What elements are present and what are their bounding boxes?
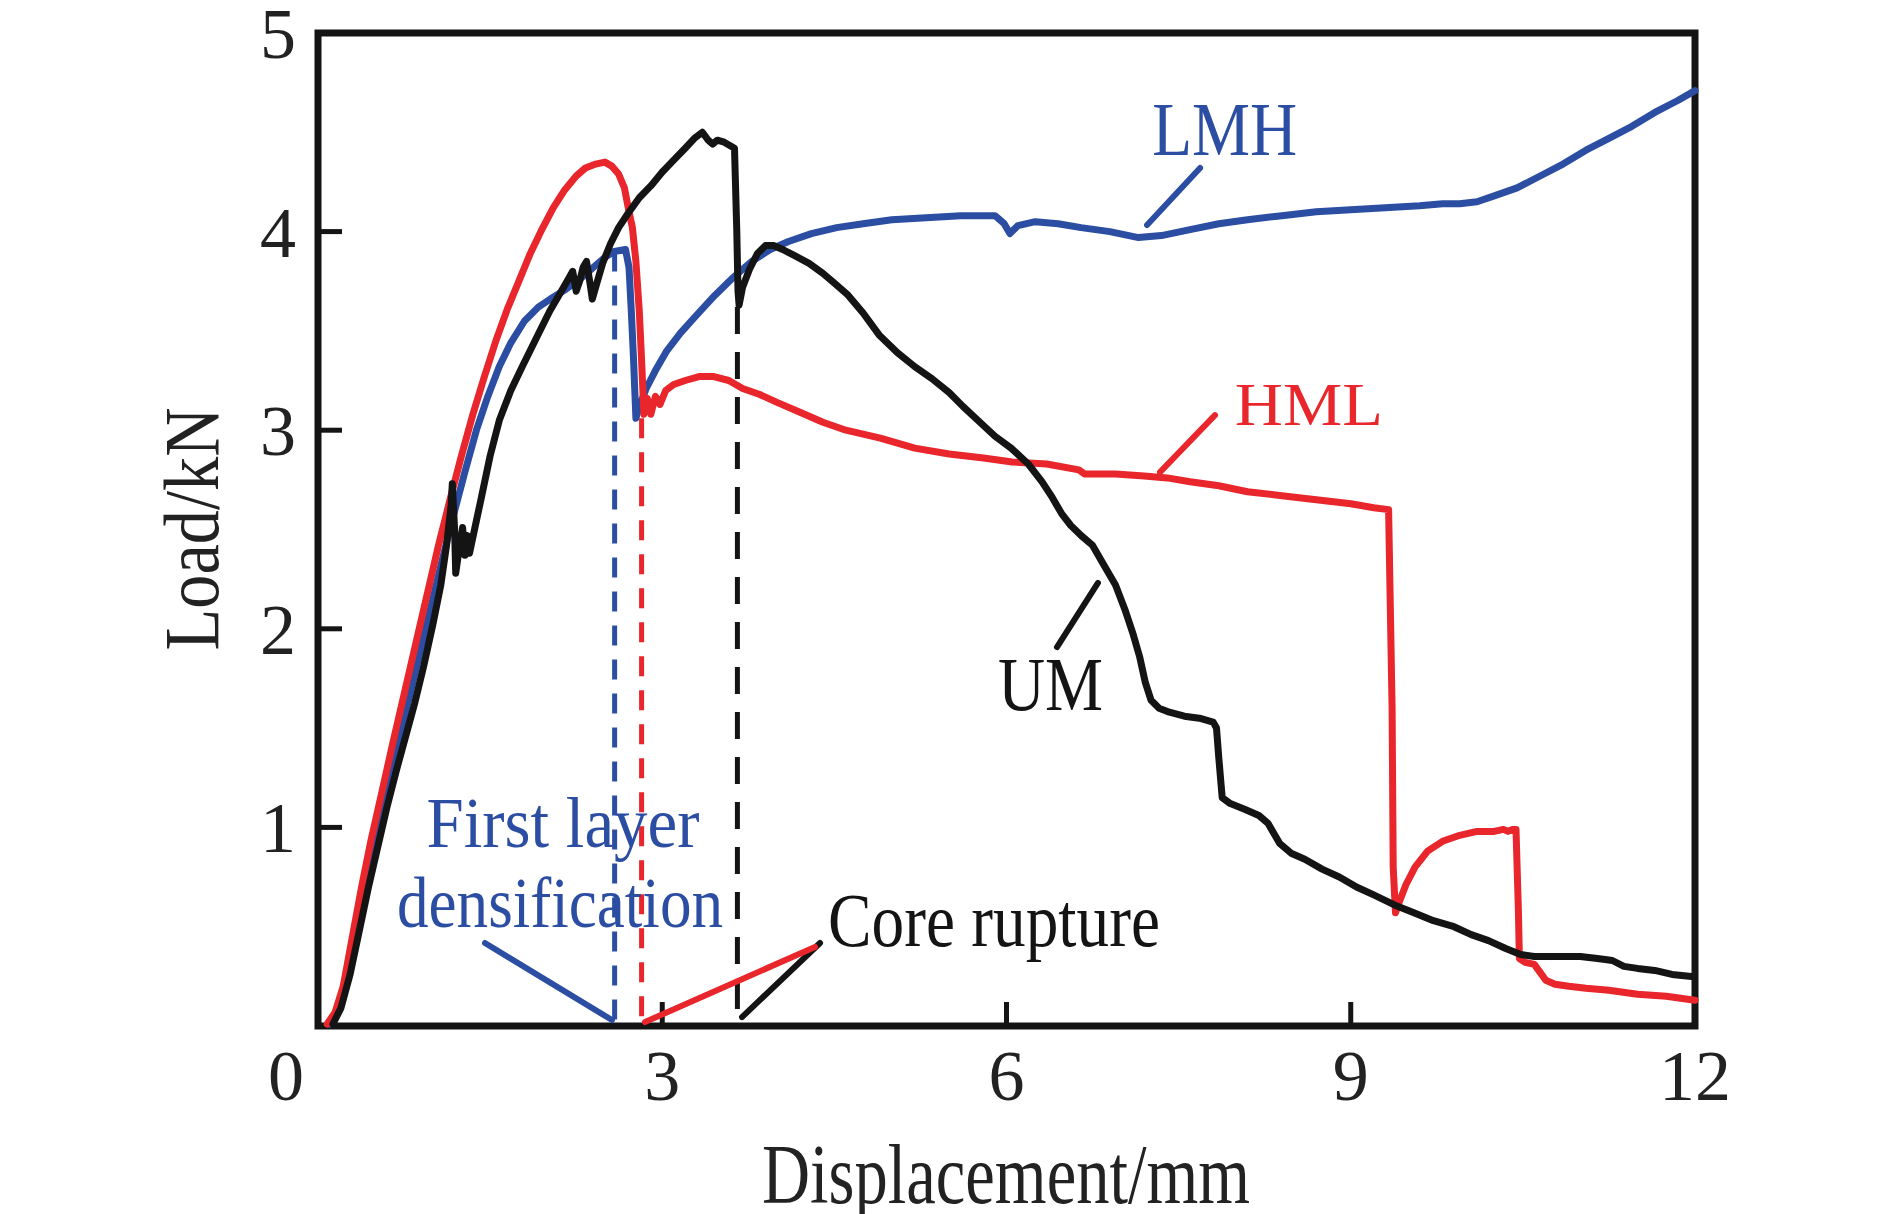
- y-axis-title: Load/kN: [148, 408, 235, 651]
- y-tick-label-3: 3: [260, 391, 296, 471]
- x-tick-label-6: 6: [989, 1036, 1025, 1116]
- x-tick-label-12: 12: [1659, 1036, 1731, 1116]
- lmh-leader: [1147, 168, 1200, 225]
- first-layer-label-line2: densification: [397, 863, 723, 943]
- first-layer-label-line1: First layer: [426, 783, 699, 863]
- x-tick-label-3: 3: [644, 1036, 680, 1116]
- hml-leader: [1160, 415, 1215, 472]
- x-axis-title: Displacement/mm: [762, 1128, 1250, 1214]
- x-tick-label-9: 9: [1333, 1036, 1369, 1116]
- core-rupture-leader-black: [742, 943, 820, 1017]
- core-rupture-label: Core rupture: [828, 878, 1160, 962]
- figure-canvas: 03691212345Displacement/mmLoad/kNLMHHMLU…: [0, 0, 1890, 1214]
- lmh-label: LMH: [1152, 87, 1297, 171]
- um-label: UM: [998, 642, 1103, 726]
- x-tick-label-0: 0: [268, 1036, 304, 1116]
- first-layer-leader: [485, 943, 612, 1020]
- um-leader: [1057, 583, 1098, 647]
- y-tick-label-5: 5: [260, 0, 296, 74]
- y-tick-label-4: 4: [260, 193, 296, 273]
- load-displacement-chart: 03691212345Displacement/mmLoad/kNLMHHMLU…: [0, 0, 1890, 1214]
- y-tick-label-1: 1: [260, 788, 296, 868]
- hml-label: HML: [1235, 370, 1383, 438]
- core-rupture-leader-red: [645, 947, 815, 1022]
- y-tick-label-2: 2: [260, 590, 296, 670]
